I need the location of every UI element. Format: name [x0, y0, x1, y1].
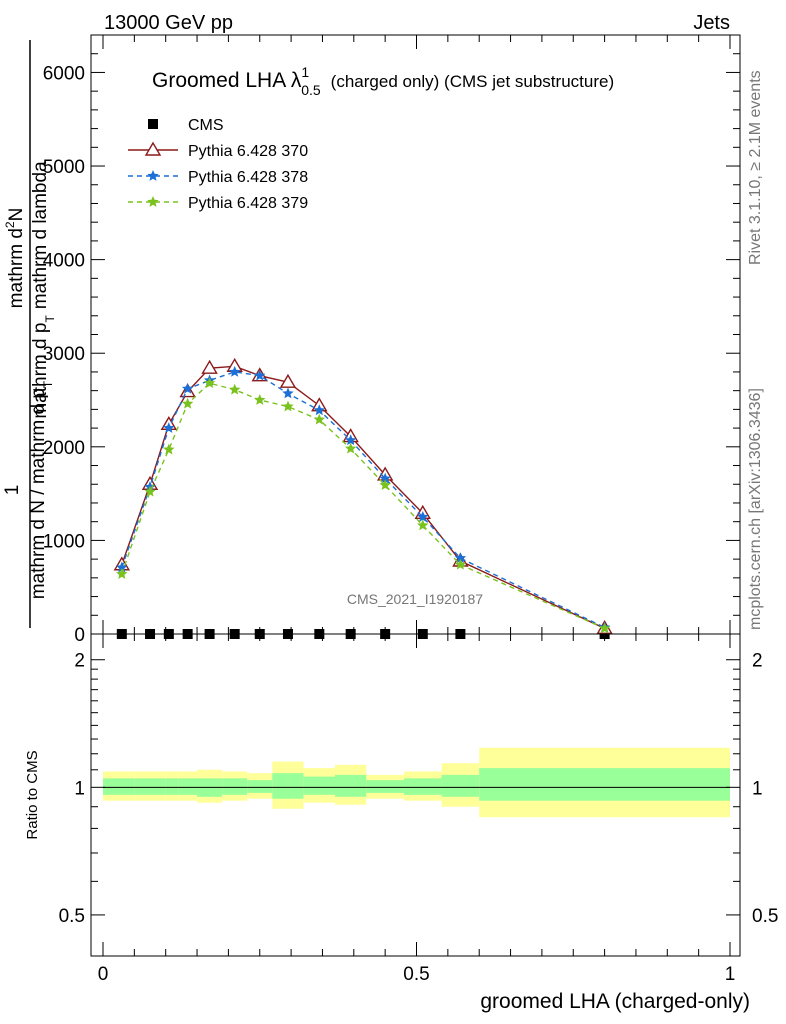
data-point [201, 359, 218, 374]
data-point [163, 443, 175, 455]
data-point [116, 561, 128, 573]
stat-uncertainty-band [247, 780, 273, 793]
energy-label: 13000 GeV pp [104, 12, 233, 34]
main-ytick-label: 1000 [43, 531, 85, 552]
ratio-ytick-label: 0.5 [59, 906, 85, 927]
data-point [282, 387, 294, 399]
data-point [313, 404, 325, 416]
legend-marker [148, 119, 158, 129]
data-point [345, 442, 357, 454]
data-point [279, 373, 297, 388]
series-line [121, 371, 605, 629]
ratio-ylabel: Ratio to CMS [24, 750, 41, 839]
ratio-ytick-label-right: 2 [752, 651, 763, 672]
main-ylabel-denominator: mathrm d pTmathrm d lambda [30, 161, 57, 419]
xtick-label: 0 [98, 964, 109, 985]
xtick-label: 1 [725, 964, 736, 985]
ratio-ytick-label-right: 0.5 [752, 906, 778, 927]
series-3 [116, 377, 611, 634]
data-point [454, 552, 467, 563]
main-ylabel-norm-numerator: 1 [2, 485, 23, 496]
stat-uncertainty-band [222, 778, 248, 795]
main-ylabel-numerator: mathrm d2N [3, 208, 27, 309]
main-ylabel: mathrm d2N mathrm d pTmathrm d lambda 1 … [2, 40, 57, 628]
data-point [598, 622, 611, 634]
legend: CMS Pythia 6.428 370 Pythia 6.428 378 Pythi… [128, 117, 308, 212]
series-line [121, 365, 605, 630]
series-line [121, 382, 605, 630]
chart-title: Groomed LHA λ1 0.5 (charged only) (CMS jet… [152, 64, 614, 98]
analysis-watermark: CMS_2021_I1920187 [347, 591, 483, 607]
data-point [203, 377, 216, 388]
legend-item: Pythia 6.428 370 [128, 141, 308, 160]
ratio-panel: 0.5 0.5 1 1 2 2 0 0.5 1 [59, 633, 778, 985]
stat-uncertainty-band [134, 778, 166, 795]
main-panel: 0 1000 2000 3000 4000 5000 6000 CMS_2021_I1920… [43, 34, 741, 646]
ratio-panel-frame [90, 633, 741, 957]
data-point [282, 400, 294, 412]
rivet-version-label: Rivet 3.1.10, ≥ 2.1M events [747, 70, 764, 265]
legend-item: Pythia 6.428 378 [128, 169, 308, 186]
main-ytick-label: 5000 [43, 157, 85, 178]
data-point [254, 369, 266, 381]
data-point [417, 519, 429, 531]
data-point [313, 413, 325, 425]
stat-uncertainty-band [441, 774, 480, 797]
legend-item: CMS [148, 117, 224, 134]
stat-uncertainty-band [366, 780, 404, 793]
legend-marker [147, 170, 159, 181]
main-ytick-label: 0 [74, 625, 85, 646]
legend-label: Pythia 6.428 379 [188, 195, 308, 212]
data-point [254, 394, 266, 405]
stat-uncertainty-band [178, 778, 198, 795]
legend-marker [144, 141, 162, 156]
legend-item: Pythia 6.428 379 [128, 195, 308, 212]
stat-uncertainty-band [403, 778, 442, 795]
main-ytick-label: 6000 [43, 63, 85, 84]
data-point [454, 558, 467, 570]
ratio-ytick-label: 1 [74, 778, 85, 799]
stat-uncertainty-band [103, 778, 135, 795]
main-ytick-label: 3000 [43, 344, 85, 365]
legend-label: Pythia 6.428 378 [188, 169, 308, 186]
stat-uncertainty-band [334, 774, 367, 797]
xtick-label: 0.5 [403, 964, 429, 985]
legend-label: Pythia 6.428 370 [188, 143, 308, 160]
data-point [379, 472, 391, 484]
data-point [229, 365, 241, 377]
data-point [116, 568, 128, 579]
x-axis-label: groomed LHA (charged-only) [480, 990, 750, 1013]
data-point [144, 485, 156, 497]
data-point [417, 511, 429, 522]
legend-marker [147, 196, 159, 207]
stat-uncertainty-band [165, 778, 179, 795]
stat-uncertainty-band [303, 776, 335, 795]
data-point [163, 422, 175, 433]
main-ylabel-norm-denominator: mathrm d N / mathrm d pT [28, 380, 55, 599]
data-point [229, 383, 241, 395]
stat-uncertainty-band [479, 768, 730, 801]
stat-uncertainty-band [272, 773, 304, 799]
main-ytick-label: 4000 [43, 251, 85, 272]
data-point [379, 479, 391, 490]
ratio-ytick-label: 2 [74, 651, 85, 672]
legend-label: CMS [188, 117, 224, 134]
ratio-ytick-label-right: 1 [752, 778, 763, 799]
data-point [345, 434, 357, 446]
mcplots-reference-label: mcplots.cern.ch [arXiv:1306.3436] [747, 388, 764, 630]
process-label: Jets [693, 12, 730, 34]
data-point [181, 397, 194, 409]
data-point [181, 382, 194, 394]
main-ytick-label: 2000 [43, 438, 85, 459]
